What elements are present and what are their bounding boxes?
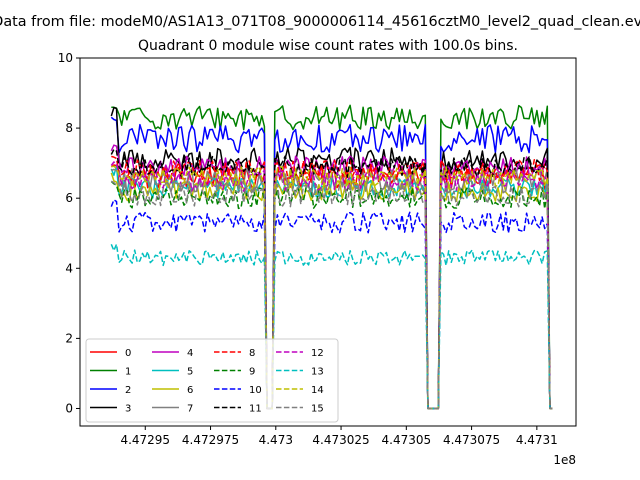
legend-label: 0 xyxy=(125,348,131,359)
x-tick-label: 4.473 xyxy=(259,433,293,447)
legend-label: 4 xyxy=(187,348,193,359)
series-line-9 xyxy=(110,180,553,410)
legend-label: 15 xyxy=(311,404,324,415)
y-tick-label: 8 xyxy=(65,121,73,135)
x-tick-label: 4.473075 xyxy=(443,433,500,447)
y-tick-label: 4 xyxy=(65,261,73,275)
y-tick-label: 10 xyxy=(58,51,73,65)
series-line-5 xyxy=(110,165,553,410)
legend-label: 9 xyxy=(249,367,255,378)
y-axis: 0 2 4 6 8 10 xyxy=(58,51,80,415)
series-line-11 xyxy=(110,148,553,410)
x-tick-label: 4.47295 xyxy=(120,433,170,447)
axes-frame xyxy=(79,57,577,427)
legend-label: 13 xyxy=(311,367,324,378)
series-line-13 xyxy=(110,243,553,410)
legend-label: 1 xyxy=(125,367,131,378)
axes-title: Quadrant 0 module wise count rates with … xyxy=(138,38,518,54)
series-line-10 xyxy=(110,199,553,410)
legend-label: 7 xyxy=(187,404,193,415)
y-tick-label: 2 xyxy=(65,331,73,345)
legend-label: 14 xyxy=(311,385,324,396)
legend-label: 8 xyxy=(249,348,255,359)
legend-label: 2 xyxy=(125,385,131,396)
x-tick-label: 4.47305 xyxy=(382,433,432,447)
series-line-14 xyxy=(111,165,553,410)
series-line-1 xyxy=(111,104,553,410)
x-tick-label: 4.473025 xyxy=(312,433,369,447)
legend-label: 10 xyxy=(249,385,262,396)
legend-label: 6 xyxy=(187,385,193,396)
series-lines xyxy=(110,104,553,410)
x-axis: 4.47295 4.472975 4.473 4.473025 4.47305 4.473… xyxy=(120,426,558,447)
x-tick-label: 4.472975 xyxy=(182,433,239,447)
series-line-3 xyxy=(110,106,553,410)
x-tick-label: 4.4731 xyxy=(516,433,558,447)
legend-label: 12 xyxy=(311,348,324,359)
y-tick-label: 6 xyxy=(65,191,73,205)
legend-label: 11 xyxy=(249,404,262,415)
legend-label: 5 xyxy=(187,367,193,378)
legend-box xyxy=(85,338,339,423)
x-offset-label: 1e8 xyxy=(553,453,576,467)
series-line-2 xyxy=(110,116,553,410)
y-tick-label: 0 xyxy=(65,401,73,415)
figure-suptitle: Data from file: modeM0/AS1A13_071T08_900… xyxy=(0,14,640,30)
legend-label: 3 xyxy=(125,404,131,415)
series-line-15 xyxy=(110,180,553,410)
